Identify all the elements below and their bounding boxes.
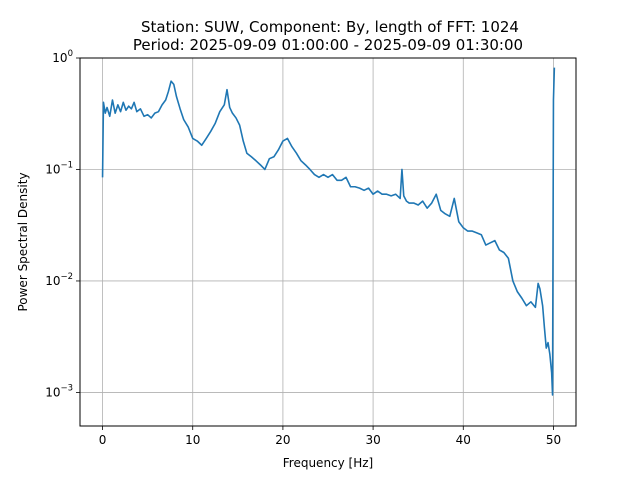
chart-title-line2: Period: 2025-09-09 01:00:00 - 2025-09-09… xyxy=(133,36,523,54)
axes-frame xyxy=(79,57,577,427)
plot-area xyxy=(101,67,556,396)
psd-series-line xyxy=(101,67,556,396)
x-tick-label: 20 xyxy=(275,433,290,447)
x-tick-label: 50 xyxy=(546,433,561,447)
x-tick-label: 30 xyxy=(365,433,380,447)
y-tick-label: 10−2 xyxy=(45,272,73,288)
chart-title-line1: Station: SUW, Component: By, length of F… xyxy=(141,18,519,36)
y-tick-label: 100 xyxy=(52,49,73,65)
y-tick-label: 10−3 xyxy=(45,383,73,399)
y-axis-label: Power Spectral Density xyxy=(16,172,30,311)
x-tick-label: 40 xyxy=(456,433,471,447)
y-axis: 10−3 10−2 10−1 100 xyxy=(45,49,80,399)
y-tick-label: 10−1 xyxy=(45,160,73,176)
x-axis: 0 10 20 30 40 50 xyxy=(99,426,561,447)
x-tick-label: 0 xyxy=(99,433,107,447)
x-tick-label: 10 xyxy=(185,433,200,447)
x-axis-label: Frequency [Hz] xyxy=(283,456,374,470)
